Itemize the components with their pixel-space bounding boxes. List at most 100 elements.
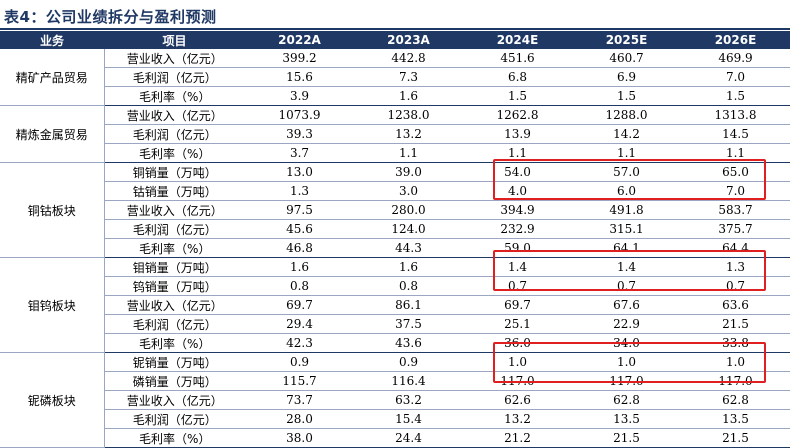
table-title: 表4：公司业绩拆分与盈利预测 <box>4 8 217 26</box>
table-row: 精矿产品贸易 营业收入（亿元） 399.2 442.8 451.6 460.7 469.9 <box>0 49 790 106</box>
value-cell: 14.2 <box>572 124 681 144</box>
item-label: 营业收入（亿元） <box>104 105 245 125</box>
item-label: 毛利率（%） <box>104 143 245 163</box>
value-cell: 38.0 <box>245 428 354 448</box>
business-name: 精炼金属贸易 <box>0 105 105 163</box>
item-label: 磷销量（万吨） <box>104 371 245 391</box>
value-cell: 46.8 <box>245 238 354 258</box>
value-cell: 1288.0 <box>572 105 681 125</box>
item-label: 毛利润（亿元） <box>104 314 245 334</box>
value-cell: 57.0 <box>572 162 681 182</box>
title-rule <box>0 28 790 30</box>
value-cell: 62.6 <box>463 390 572 410</box>
item-label: 毛利率（%） <box>104 428 245 448</box>
business-name: 铌磷板块 <box>0 352 105 448</box>
value-cell: 1.3 <box>245 181 354 201</box>
value-cell: 24.4 <box>354 428 463 448</box>
table-row: 精炼金属贸易 营业收入（亿元） 1073.9 1238.0 1262.8 1288.0 13… <box>0 105 790 163</box>
value-cell: 13.2 <box>354 124 463 144</box>
value-cell: 65.0 <box>681 162 790 182</box>
value-cell: 45.6 <box>245 219 354 239</box>
value-cell: 0.8 <box>245 276 354 296</box>
value-cell: 21.5 <box>572 428 681 448</box>
value-cell: 0.7 <box>572 276 681 296</box>
business-name: 钼钨板块 <box>0 257 105 353</box>
table-row: 毛利率（%） 3.9 1.6 1.5 1.5 1.5 <box>0 86 790 106</box>
value-cell: 115.7 <box>245 371 354 391</box>
table-row: 毛利润（亿元） 39.3 13.2 13.9 14.2 14.5 <box>0 124 790 144</box>
value-cell: 1.6 <box>354 86 463 106</box>
value-cell: 583.7 <box>681 200 790 220</box>
table-row: 毛利率（%） 46.8 44.3 59.0 64.1 64.4 <box>0 238 790 258</box>
value-cell: 1073.9 <box>245 105 354 125</box>
value-cell: 1.5 <box>681 86 790 106</box>
item-label: 营业收入（亿元） <box>104 200 245 220</box>
value-cell: 39.3 <box>245 124 354 144</box>
value-cell: 37.5 <box>354 314 463 334</box>
value-cell: 6.8 <box>463 67 572 87</box>
value-cell: 4.0 <box>463 181 572 201</box>
value-cell: 1.6 <box>354 257 463 277</box>
header-item: 项目 <box>104 31 245 49</box>
value-cell: 124.0 <box>354 219 463 239</box>
value-cell: 0.9 <box>245 352 354 372</box>
value-cell: 29.4 <box>245 314 354 334</box>
header-row: 业务 项目 2022A 2023A 2024E 2025E 2026E <box>0 31 790 49</box>
item-label: 毛利率（%） <box>104 238 245 258</box>
forecast-table: 业务 项目 2022A 2023A 2024E 2025E 2026E 精矿产品… <box>0 31 790 448</box>
table-row: 营业收入（亿元） 69.7 86.1 69.7 67.6 63.6 <box>0 295 790 315</box>
value-cell: 3.7 <box>245 143 354 163</box>
table-row: 营业收入（亿元） 97.5 280.0 394.9 491.8 583.7 <box>0 200 790 220</box>
item-label: 毛利率（%） <box>104 86 245 106</box>
value-cell: 7.0 <box>681 181 790 201</box>
value-cell: 21.5 <box>681 314 790 334</box>
value-cell: 43.6 <box>354 333 463 353</box>
header-2025e: 2025E <box>572 31 681 49</box>
table-row: 毛利率（%） 38.0 24.4 21.2 21.5 21.5 <box>0 428 790 448</box>
value-cell: 1.5 <box>463 86 572 106</box>
value-cell: 7.0 <box>681 67 790 87</box>
value-cell: 62.8 <box>572 390 681 410</box>
value-cell: 117.0 <box>681 371 790 391</box>
value-cell: 315.1 <box>572 219 681 239</box>
value-cell: 21.5 <box>681 428 790 448</box>
item-label: 钴销量（万吨） <box>104 181 245 201</box>
value-cell: 1.5 <box>572 86 681 106</box>
value-cell: 491.8 <box>572 200 681 220</box>
header-2026e: 2026E <box>681 31 790 49</box>
value-cell: 42.3 <box>245 333 354 353</box>
value-cell: 394.9 <box>463 200 572 220</box>
table-row: 钨销量（万吨） 0.8 0.8 0.7 0.7 0.7 <box>0 276 790 296</box>
value-cell: 15.6 <box>245 67 354 87</box>
value-cell: 33.8 <box>681 333 790 353</box>
value-cell: 7.3 <box>354 67 463 87</box>
item-label: 钼销量（万吨） <box>104 257 245 277</box>
item-label: 营业收入（亿元） <box>104 390 245 410</box>
value-cell: 22.9 <box>572 314 681 334</box>
value-cell: 54.0 <box>463 162 572 182</box>
value-cell: 13.9 <box>463 124 572 144</box>
table-row: 钼钨板块 钼销量（万吨） 1.6 1.6 1.4 1.4 1.3 <box>0 257 790 353</box>
table-row: 铜钴板块 铜销量（万吨） 13.0 39.0 54.0 57.0 65.0 <box>0 162 790 258</box>
business-name: 精矿产品贸易 <box>0 49 105 106</box>
item-label: 营业收入（亿元） <box>104 295 245 315</box>
value-cell: 13.5 <box>572 409 681 429</box>
item-label: 铜销量（万吨） <box>104 162 245 182</box>
value-cell: 3.9 <box>245 86 354 106</box>
value-cell: 1238.0 <box>354 105 463 125</box>
value-cell: 451.6 <box>463 49 572 68</box>
value-cell: 3.0 <box>354 181 463 201</box>
value-cell: 1.4 <box>572 257 681 277</box>
item-label: 毛利润（亿元） <box>104 67 245 87</box>
value-cell: 0.8 <box>354 276 463 296</box>
value-cell: 69.7 <box>245 295 354 315</box>
value-cell: 375.7 <box>681 219 790 239</box>
item-label: 营业收入（亿元） <box>104 49 245 68</box>
value-cell: 280.0 <box>354 200 463 220</box>
value-cell: 1.1 <box>463 143 572 163</box>
value-cell: 399.2 <box>245 49 354 68</box>
value-cell: 469.9 <box>681 49 790 68</box>
value-cell: 1262.8 <box>463 105 572 125</box>
value-cell: 1313.8 <box>681 105 790 125</box>
item-label: 毛利率（%） <box>104 333 245 353</box>
